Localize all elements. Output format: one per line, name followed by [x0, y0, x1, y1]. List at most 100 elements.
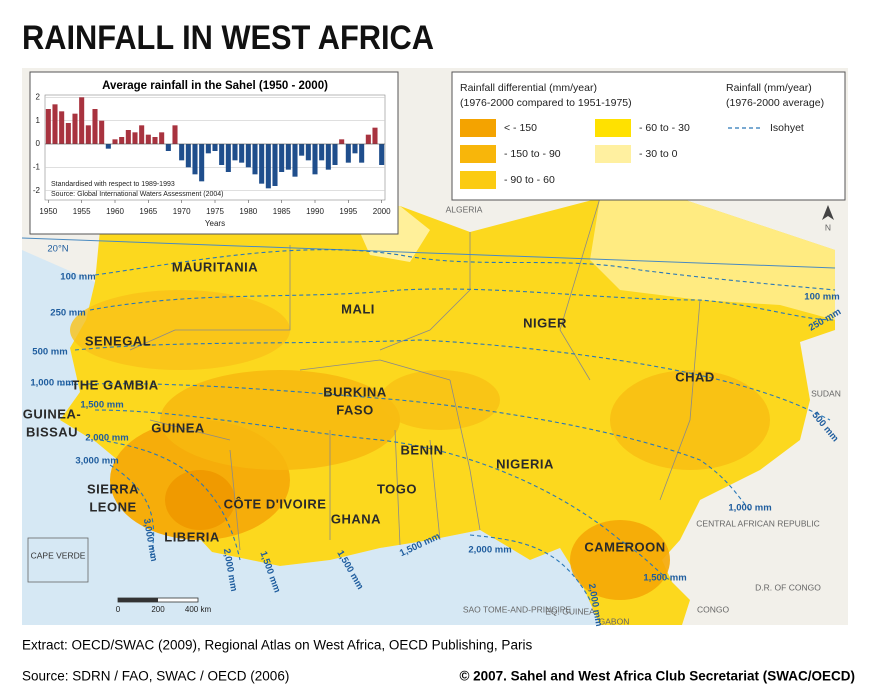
bar	[119, 137, 125, 144]
bar	[112, 139, 118, 144]
neighbour-label: CENTRAL AFRICAN REPUBLIC	[696, 518, 819, 528]
isohyet	[94, 409, 671, 581]
credit: Source: SDRN / FAO, SWAC / OECD (2006)	[22, 669, 289, 684]
orange-zone	[380, 370, 500, 430]
country-label: LIBERIA	[164, 529, 220, 544]
bar	[339, 139, 345, 144]
isohyet-label: 1,500 mm	[643, 573, 686, 584]
tropic-line	[21, 237, 836, 269]
bar	[305, 144, 311, 161]
isohyet	[109, 464, 155, 561]
bar	[219, 144, 225, 165]
x-tick-label: 1990	[306, 207, 324, 216]
x-tick-label: 1960	[106, 207, 124, 216]
bar	[159, 132, 165, 144]
north-arrow	[822, 205, 834, 220]
neighbour-label: CONGO	[697, 604, 730, 614]
x-tick-label: 2000	[373, 207, 391, 216]
bar	[65, 123, 71, 144]
bar	[179, 144, 185, 161]
credit: Extract: OECD/SWAC (2009), Regional Atla…	[22, 638, 532, 653]
x-tick-label: 1955	[73, 207, 91, 216]
bar	[79, 97, 85, 144]
bar	[152, 137, 158, 144]
bar	[285, 144, 291, 170]
country-label: GHANA	[331, 511, 381, 526]
bar	[279, 144, 285, 172]
country-label: NIGER	[523, 315, 567, 330]
bar	[105, 144, 111, 149]
bar	[165, 144, 171, 151]
bar	[325, 144, 331, 170]
country-label: SIERRA	[87, 481, 139, 496]
country-label: MAURITANIA	[172, 259, 258, 274]
legend-swatch	[595, 145, 631, 163]
x-tick-label: 1995	[339, 207, 357, 216]
x-tick-label: 1985	[273, 207, 291, 216]
bar	[59, 111, 65, 144]
bar	[352, 144, 358, 154]
legend-label: - 90 to - 60	[504, 174, 555, 186]
x-tick-label: 1970	[173, 207, 191, 216]
legend-label: - 30 to 0	[639, 148, 678, 160]
bar	[252, 144, 258, 175]
bar	[139, 125, 145, 144]
x-axis-label: Years	[205, 219, 225, 228]
y-tick-label: 0	[36, 139, 41, 148]
legend-swatch	[460, 145, 496, 163]
border	[129, 197, 701, 551]
country-label: BENIN	[401, 442, 444, 457]
bar	[199, 144, 205, 182]
bar	[379, 144, 385, 165]
orange-zone	[165, 470, 235, 530]
isohyet-label: 500 mm	[32, 347, 67, 358]
chart-note: Source: Global International Waters Asse…	[51, 191, 224, 198]
country-label: THE GAMBIA	[71, 377, 158, 392]
bar	[125, 130, 131, 144]
legend-title: Rainfall (mm/year)	[726, 82, 812, 94]
legend-label: - 150 to - 90	[504, 148, 561, 160]
bar	[272, 144, 278, 186]
isohyet-label: 250 mm	[50, 308, 85, 319]
copyright: © 2007. Sahel and West Africa Club Secre…	[459, 669, 855, 684]
legend-title: (1976-2000 average)	[726, 97, 824, 109]
bar	[225, 144, 231, 172]
bar	[265, 144, 271, 189]
country-label: CAMEROON	[584, 539, 665, 554]
bar	[319, 144, 325, 161]
scale-label: 0	[116, 605, 121, 614]
bar	[299, 144, 305, 156]
legend-frame	[451, 71, 846, 201]
bar	[239, 144, 245, 163]
country-label: TOGO	[377, 481, 417, 496]
x-tick-label: 1980	[239, 207, 257, 216]
country-label: GUINEA-	[23, 406, 81, 421]
isohyet	[94, 249, 836, 291]
bar	[132, 132, 138, 144]
country-label: FASO	[336, 402, 373, 417]
scale-bar	[118, 598, 158, 602]
isohyet	[59, 383, 751, 511]
neighbour-label: SUDAN	[811, 388, 841, 398]
neighbour-label: ALGERIA	[446, 204, 483, 214]
isohyet-label: 2,000 mm	[85, 433, 128, 444]
chart-note: Standardised with respect to 1989-1993	[51, 181, 175, 188]
neighbour-label: EQ. GUINEA	[545, 606, 595, 616]
country-label: BURKINA	[323, 384, 387, 399]
x-tick-label: 1975	[206, 207, 224, 216]
bar	[245, 144, 251, 168]
bar	[372, 127, 378, 144]
legend-title: Rainfall differential (mm/year)	[460, 82, 597, 94]
legend-swatch	[460, 171, 496, 189]
country-label: GUINEA	[151, 420, 205, 435]
bar	[345, 144, 351, 163]
bar	[72, 113, 78, 144]
isohyet-label: 1,500 mm	[80, 400, 123, 411]
inset-title: Average rainfall in the Sahel (1950 - 20…	[102, 80, 328, 92]
bar	[145, 134, 151, 144]
isohyet-label: 1,000 mm	[30, 378, 73, 389]
x-tick-label: 1950	[39, 207, 57, 216]
isohyet-label: 1,000 mm	[728, 503, 771, 514]
scale-label: 200	[151, 605, 165, 614]
